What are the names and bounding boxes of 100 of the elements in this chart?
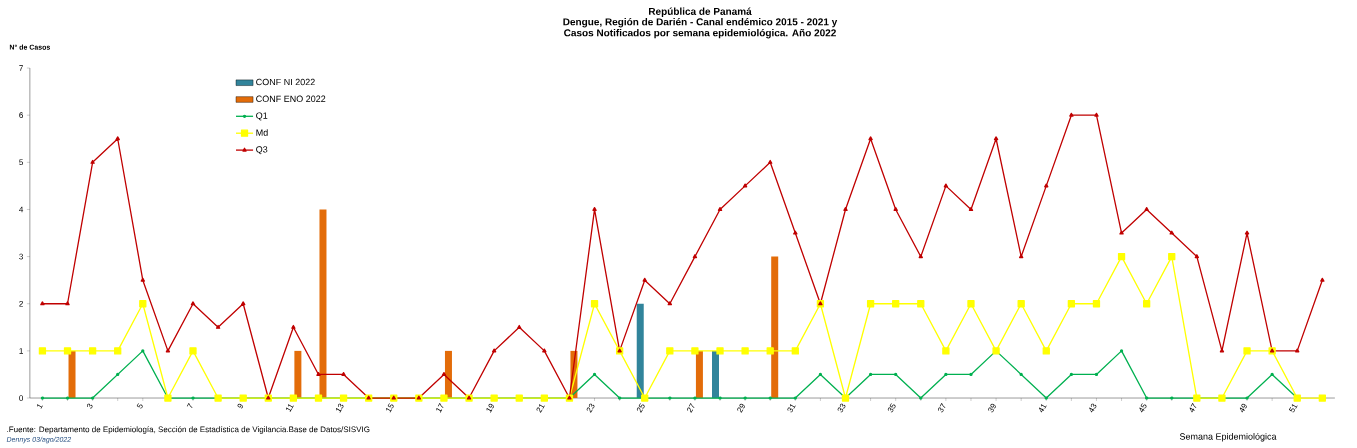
bar — [636, 303, 644, 399]
point — [843, 207, 848, 212]
point — [868, 372, 873, 377]
x-tick-label: 15 — [386, 403, 394, 413]
point — [1094, 112, 1099, 117]
point — [1042, 347, 1050, 355]
point — [114, 347, 122, 355]
point — [866, 300, 875, 308]
point — [240, 301, 246, 306]
point — [743, 396, 747, 400]
x-tick-label: 3 — [86, 403, 93, 409]
point — [1170, 396, 1174, 400]
bar — [695, 350, 703, 399]
point — [590, 300, 599, 308]
point — [1017, 300, 1025, 308]
point — [65, 396, 70, 400]
point — [63, 347, 72, 355]
bar — [444, 350, 452, 399]
point — [341, 372, 346, 377]
y-tick-label: 4 — [19, 206, 24, 213]
y-tick-label: 5 — [19, 159, 23, 166]
point — [88, 347, 97, 355]
point — [1270, 372, 1274, 377]
point — [40, 301, 45, 306]
point — [668, 396, 672, 400]
point — [1067, 300, 1076, 308]
point — [942, 347, 950, 355]
point — [1018, 254, 1024, 259]
chart-subtitle: Dengue, Región de Darién - Canal endémico 2015 - 2021 y Casos Notificados por semana epidemiológica. Año 2022 — [563, 17, 838, 39]
x-tick-label: 23 — [586, 403, 595, 413]
point — [1044, 183, 1049, 188]
x-tick-label: 21 — [536, 404, 545, 413]
point — [1320, 277, 1325, 282]
point — [692, 254, 698, 259]
point — [517, 324, 522, 329]
bar — [294, 350, 302, 399]
point — [191, 396, 195, 400]
point — [716, 347, 724, 355]
legend-label: CONF ENO 2022 — [256, 95, 326, 102]
point — [968, 207, 974, 212]
y-tick-label: 2 — [19, 300, 23, 307]
point — [919, 396, 923, 400]
point — [1295, 348, 1300, 353]
x-tick-label: 49 — [1239, 403, 1247, 413]
point — [1194, 254, 1200, 259]
x-tick-label: 27 — [687, 403, 695, 413]
bar — [712, 350, 720, 399]
text: .Fuente: Departamento de Epidemiología, Sección de Estadística de Vigilancia.Base de Datos/SISVIG — [7, 426, 370, 434]
x-tick-label: 43 — [1089, 403, 1097, 413]
x-tick-label: 51 — [1288, 404, 1298, 413]
point — [1092, 300, 1101, 308]
y-tick-label: 3 — [19, 253, 23, 260]
y-tick-label: 7 — [19, 65, 23, 71]
x-tick-label: 29 — [737, 403, 745, 413]
point — [491, 348, 497, 353]
point — [542, 348, 547, 353]
x-tick-label: 7 — [186, 403, 193, 409]
legend-label: Q1 — [256, 112, 268, 121]
point — [592, 207, 597, 212]
point — [316, 372, 321, 377]
point — [1117, 252, 1126, 261]
point — [115, 136, 120, 141]
point — [1044, 396, 1048, 400]
point — [291, 324, 296, 329]
point — [667, 301, 673, 306]
point — [943, 183, 949, 188]
point — [944, 372, 948, 377]
point — [768, 159, 773, 164]
point — [693, 396, 697, 400]
bar — [319, 209, 327, 399]
legend-label: CONF NI 2022 — [256, 78, 315, 86]
x-axis-title: Semana Epidemiológica — [1179, 432, 1277, 442]
point — [38, 347, 47, 355]
point — [141, 349, 145, 353]
point — [190, 301, 196, 306]
legend-label: Q3 — [256, 146, 268, 155]
point — [1069, 112, 1074, 117]
x-tick-label: 25 — [636, 403, 645, 413]
bar — [771, 256, 779, 399]
point — [793, 230, 798, 235]
point — [892, 300, 900, 308]
point — [592, 372, 597, 377]
bar — [68, 350, 76, 399]
point — [90, 159, 95, 164]
point — [893, 207, 898, 212]
point — [766, 347, 774, 355]
point — [116, 372, 120, 377]
x-tick-label: 33 — [837, 403, 846, 413]
x-tick-label: 9 — [237, 403, 243, 409]
x-tick-label: 31 — [787, 404, 796, 413]
point — [1143, 300, 1151, 308]
point — [918, 254, 923, 259]
point — [90, 396, 95, 400]
x-tick-label: 37 — [938, 403, 946, 413]
y-tick-label: 6 — [19, 112, 23, 119]
point — [1243, 347, 1251, 355]
point — [666, 347, 674, 355]
point — [741, 347, 749, 355]
point — [215, 324, 221, 329]
point — [868, 136, 873, 141]
